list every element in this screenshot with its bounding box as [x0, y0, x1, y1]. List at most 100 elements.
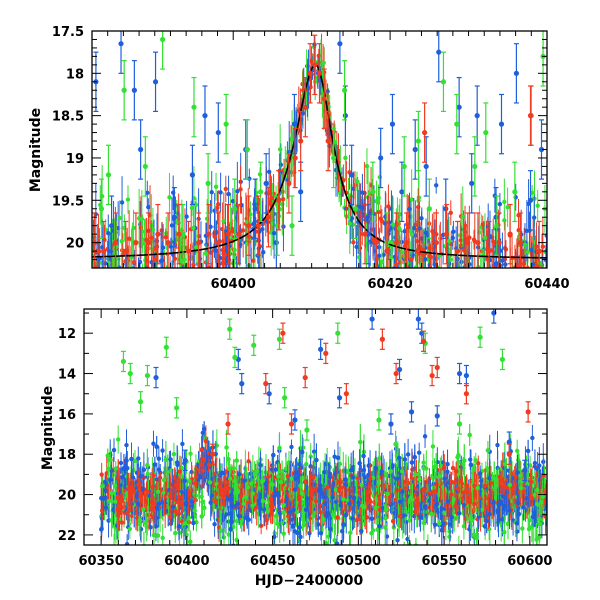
noise-point	[388, 271, 392, 275]
noise-point	[497, 269, 501, 273]
noise-point	[126, 236, 132, 241]
data-point	[302, 104, 308, 110]
data-point	[215, 129, 221, 136]
noise-point	[535, 546, 539, 550]
noise-point	[357, 255, 362, 260]
noise-point	[486, 277, 490, 281]
noise-point	[390, 222, 396, 227]
noise-point	[433, 281, 437, 285]
noise-point	[142, 241, 147, 246]
noise-point	[160, 290, 164, 294]
data-point	[513, 70, 520, 76]
top-points-layer	[92, 31, 546, 268]
noise-point	[471, 277, 475, 281]
data-point	[142, 163, 148, 170]
noise-point	[360, 190, 365, 195]
noise-point	[475, 270, 479, 274]
noise-point	[146, 204, 151, 210]
noise-point	[422, 276, 426, 280]
noise-point	[152, 272, 156, 276]
noise-point	[193, 202, 199, 207]
noise-point	[388, 255, 394, 260]
noise-point	[450, 235, 455, 241]
noise-point	[438, 301, 442, 305]
data-point	[412, 146, 418, 153]
data-point	[422, 129, 428, 136]
noise-point	[371, 293, 375, 297]
data-point	[155, 231, 161, 237]
noise-point	[508, 272, 512, 276]
noise-point	[447, 309, 451, 313]
data-point	[138, 146, 144, 153]
noise-point	[500, 258, 505, 263]
noise-point	[465, 291, 469, 295]
noise-point	[411, 226, 417, 231]
noise-point	[97, 294, 101, 298]
data-point	[362, 231, 368, 237]
data-point	[165, 240, 171, 246]
noise-point	[163, 278, 167, 282]
data-point	[131, 87, 137, 93]
noise-point	[151, 298, 155, 302]
noise-point	[190, 282, 194, 286]
data-point	[384, 248, 390, 254]
x-tick-label: 60400	[211, 277, 256, 292]
data-point	[123, 248, 129, 254]
data-point	[527, 197, 534, 203]
noise-point	[494, 261, 499, 266]
noise-point	[457, 289, 461, 293]
noise-point	[246, 459, 251, 464]
noise-point	[131, 260, 137, 265]
noise-point	[300, 87, 306, 93]
noise-point	[201, 273, 205, 277]
data-point	[474, 113, 480, 119]
noise-point	[415, 274, 419, 278]
noise-point	[182, 272, 186, 276]
noise-point	[458, 243, 464, 248]
data-point	[426, 206, 432, 212]
noise-point	[402, 229, 407, 234]
data-point	[292, 155, 298, 161]
noise-point	[399, 271, 403, 275]
noise-point	[419, 216, 424, 221]
noise-point	[332, 129, 337, 134]
noise-point	[351, 240, 356, 245]
noise-point	[531, 272, 535, 276]
data-point	[494, 223, 500, 229]
noise-point	[348, 549, 352, 553]
data-point	[225, 231, 232, 237]
noise-point	[193, 245, 199, 250]
noise-point	[482, 291, 486, 295]
data-point	[342, 87, 348, 93]
data-point	[191, 104, 197, 110]
noise-point	[277, 147, 283, 152]
data-point	[389, 121, 396, 127]
noise-point	[249, 295, 253, 299]
noise-point	[540, 268, 544, 272]
data-point	[145, 240, 152, 246]
noise-point	[208, 295, 212, 299]
data-point	[536, 248, 542, 254]
data-point	[469, 180, 475, 186]
noise-point	[112, 268, 116, 272]
noise-point	[527, 463, 533, 468]
noise-point	[466, 273, 470, 277]
noise-point	[427, 273, 431, 277]
noise-point	[179, 271, 183, 275]
noise-point	[480, 222, 485, 227]
data-point	[498, 121, 505, 127]
noise-point	[479, 307, 483, 311]
data-point	[307, 70, 313, 76]
noise-point	[517, 282, 521, 286]
noise-point	[111, 280, 115, 284]
noise-point	[422, 256, 428, 262]
data-point	[223, 121, 229, 127]
noise-point	[469, 270, 473, 274]
noise-point	[478, 298, 482, 302]
noise-point	[209, 269, 213, 273]
noise-point	[259, 282, 263, 286]
noise-point	[343, 155, 348, 161]
noise-point	[534, 244, 539, 249]
data-point	[414, 248, 421, 254]
noise-point	[484, 256, 490, 262]
